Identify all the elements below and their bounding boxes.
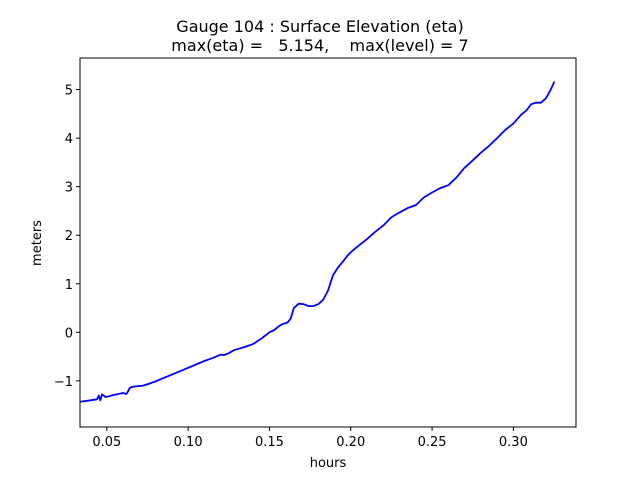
x-tick-label: 0.20 [336,435,365,450]
x-tick-label: 0.30 [499,435,528,450]
series-line-eta [80,81,555,403]
chart-subtitle: max(eta) = 5.154, max(level) = 7 [171,36,468,55]
x-tick-label: 0.10 [174,435,203,450]
chart-title: Gauge 104 : Surface Elevation (eta) [176,17,463,36]
x-tick-label: 0.25 [418,435,447,450]
y-tick-label: 5 [65,84,73,99]
axes-frame [79,57,577,428]
y-tick-label: 0 [65,326,73,341]
x-tick-label: 0.05 [92,435,121,450]
x-tick-label: 0.15 [255,435,284,450]
y-tick-label: 2 [65,229,73,244]
y-tick-label: −1 [54,375,73,390]
y-axis: −1 0 1 2 3 4 5 [54,84,80,390]
x-axis-label: hours [310,456,347,471]
x-axis: 0.05 0.10 0.15 0.20 0.25 0.30 [92,427,528,450]
y-tick-label: 1 [65,278,73,293]
plot-area [80,81,555,403]
y-axis-label: meters [30,220,45,266]
y-tick-label: 4 [65,132,73,147]
y-tick-label: 3 [65,181,73,196]
